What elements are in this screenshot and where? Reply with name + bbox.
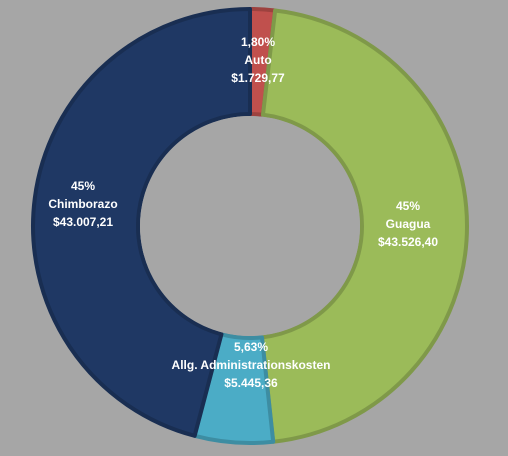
label-percent: 1,80% (241, 35, 275, 49)
label-value: $43.007,21 (53, 215, 113, 229)
label-percent: 45% (71, 179, 95, 193)
slice-guagua (259, 8, 469, 444)
data-label-chimborazo: 45% Chimborazo $43.007,21 (48, 179, 117, 229)
label-percent: 5,63% (234, 340, 268, 354)
label-value: $1.729,77 (231, 71, 285, 85)
label-percent: 45% (396, 199, 420, 213)
data-label-guagua: 45% Guagua $43.526,40 (378, 199, 438, 249)
label-category: Auto (244, 53, 271, 67)
data-label-allg-administrationskosten: 5,63% Allg. Administrationskosten $5.445,3… (172, 340, 331, 390)
label-value: $43.526,40 (378, 235, 438, 249)
label-category: Allg. Administrationskosten (172, 358, 331, 372)
label-category: Chimborazo (48, 197, 117, 211)
slice-chimborazo (31, 7, 252, 438)
label-category: Guagua (386, 217, 431, 231)
label-value: $5.445,36 (224, 376, 278, 390)
data-label-auto: 1,80% Auto $1.729,77 (231, 35, 285, 85)
donut-hole (140, 116, 360, 336)
